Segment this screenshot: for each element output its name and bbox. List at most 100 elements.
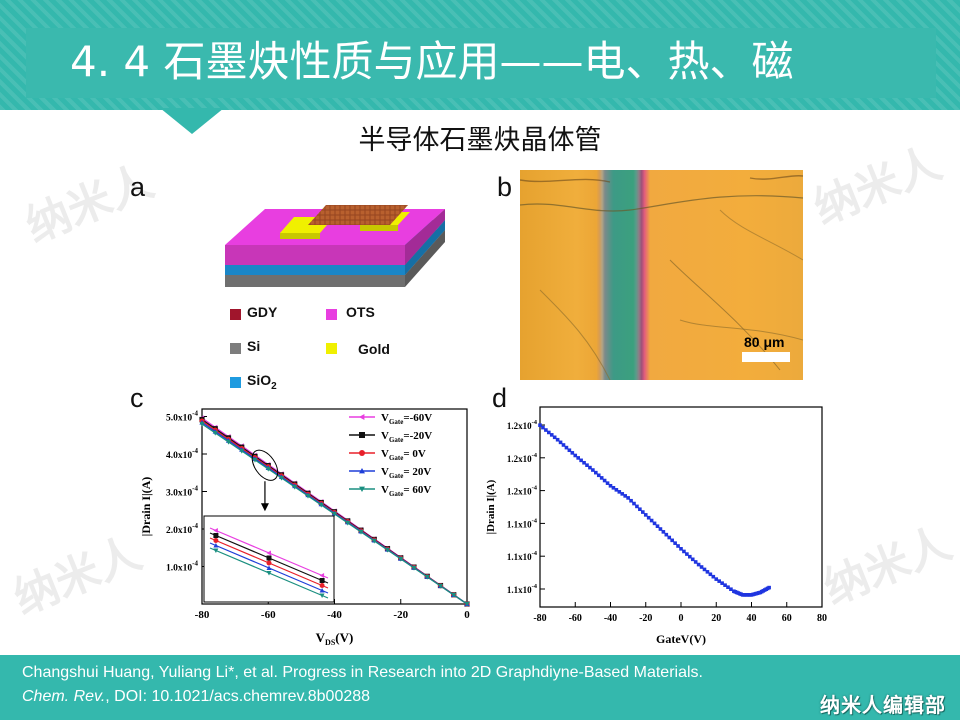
inset-data-point [266, 555, 272, 561]
legend-label-gold: Gold [358, 341, 390, 357]
legend-swatch-si [230, 343, 241, 354]
zoom-ellipse [251, 449, 279, 481]
data-point [564, 445, 569, 450]
x-tick-label: -40 [327, 609, 342, 621]
citation-line-2: Chem. Rev., DOI: 10.1021/acs.chemrev.8b0… [22, 688, 370, 706]
data-point [652, 521, 657, 526]
inset-data-point [266, 560, 272, 566]
data-point [265, 466, 271, 472]
data-point [632, 501, 636, 506]
inset-data-point [213, 538, 219, 543]
data-point [582, 460, 586, 465]
data-point [398, 556, 404, 562]
data-point [620, 492, 625, 496]
data-point [225, 439, 232, 445]
inset-data-point [319, 588, 325, 593]
data-point [646, 515, 651, 520]
iv-chart: -80 -60 -40 -20 0 1.0x10-4 2.0x10-4 3.0x10-4 4.0… [139, 408, 470, 647]
y-tick-exponent: -4 [192, 485, 198, 493]
x-tick-label: -60 [569, 613, 582, 624]
data-point [720, 581, 724, 585]
legend-marker [359, 414, 365, 420]
x-tick-label: -80 [533, 613, 546, 624]
data-point [708, 572, 713, 577]
data-point [371, 538, 377, 544]
data-point [594, 470, 598, 475]
data-point [635, 504, 639, 509]
data-point [690, 557, 695, 562]
inset-data-point [319, 583, 325, 588]
y-tick-exponent: -4 [532, 550, 538, 557]
data-point [714, 577, 719, 581]
data-point [673, 541, 677, 545]
data-point [682, 549, 686, 554]
slide-title: 4. 4 石墨炔性质与应用——电、热、磁 [70, 37, 794, 86]
data-point [552, 435, 557, 440]
data-point [547, 430, 551, 435]
citation-doi: , DOI: 10.1021/acs.chemrev.8b00288 [105, 688, 371, 705]
y-tick-label: 1.1x10-4 [507, 550, 538, 562]
legend-label-sub: Gate [389, 472, 403, 480]
x-tick-label: -80 [195, 609, 210, 621]
data-point [611, 486, 616, 490]
data-point [729, 587, 733, 592]
inset-data-point [319, 593, 325, 598]
legend-label-si: Si [247, 338, 261, 354]
panel-b-letter: b [497, 172, 513, 202]
legend-label-value: =-60V [403, 412, 432, 424]
inset-data-point [213, 528, 218, 533]
inset-data-point [319, 578, 325, 583]
plot-frame [539, 406, 823, 608]
data-point [599, 476, 604, 480]
brand-mark: 纳米人编辑部 [820, 693, 946, 717]
data-point [605, 481, 610, 485]
legend-swatch-ots [326, 309, 337, 320]
scale-bar [742, 352, 790, 362]
data-point [643, 513, 648, 517]
data-point [623, 494, 627, 498]
legend-label-value: =-20V [403, 430, 432, 442]
scale-bar-label: 80 μm [744, 334, 785, 350]
data-point [199, 421, 205, 427]
data-point [585, 463, 589, 467]
legend-label-value: = 20V [403, 466, 431, 478]
data-point [679, 547, 683, 551]
legend-marker [359, 450, 365, 456]
inset-data-point [213, 533, 219, 538]
data-point [638, 507, 642, 512]
data-point [696, 562, 701, 567]
y-tick-exponent: -4 [532, 485, 538, 492]
data-point [655, 524, 660, 528]
data-point [541, 425, 545, 430]
inset-data-point [213, 543, 219, 548]
data-point [588, 465, 592, 470]
x-tick-label: 80 [817, 613, 827, 624]
data-point [667, 535, 672, 540]
data-point [641, 510, 645, 514]
legend-marker [359, 486, 365, 492]
inset-data-point [213, 548, 219, 553]
legend-label-ots: OTS [346, 304, 375, 320]
y-tick-label: 1.1x10-4 [507, 583, 538, 595]
y-tick-exponent: -4 [532, 419, 538, 426]
panel-a-letter: a [130, 172, 146, 202]
data-point [437, 583, 444, 589]
y-tick-exponent: -4 [532, 517, 538, 524]
y-tick-label: 3.0x10-4 [166, 485, 198, 499]
data-point [726, 585, 730, 590]
y-tick-label: 1.1x10-4 [507, 517, 538, 529]
legend-swatch-gdy [230, 309, 241, 320]
header-band [26, 28, 936, 98]
slide-subtitle: 半导体石墨炔晶体管 [358, 125, 602, 156]
data-point [576, 456, 580, 460]
legend-label: VGate= 20V [381, 466, 431, 480]
data-point [608, 483, 613, 488]
data-point [544, 428, 548, 432]
x-tick-label: -20 [639, 613, 652, 624]
legend-label-sub: Gate [389, 436, 403, 444]
panel-c-letter: c [130, 383, 144, 413]
data-point [688, 554, 692, 559]
x-axis-label-unit: (V) [335, 630, 353, 645]
legend-label-sub: Gate [389, 490, 403, 498]
x-tick-label: 0 [464, 609, 470, 621]
